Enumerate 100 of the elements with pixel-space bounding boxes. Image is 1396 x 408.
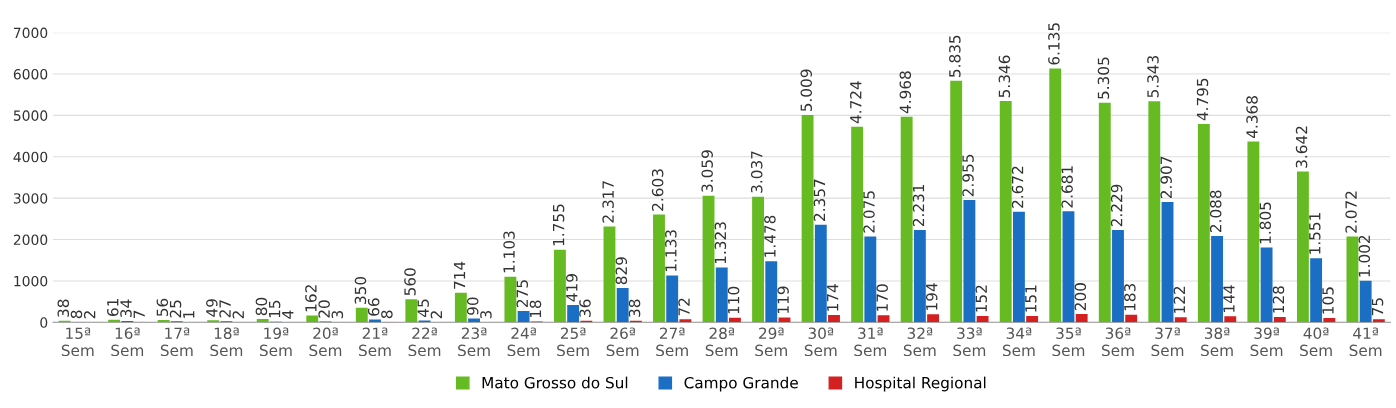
data-label: 3 xyxy=(331,310,344,319)
data-label: 170 xyxy=(876,284,888,311)
bar xyxy=(616,288,629,323)
bar xyxy=(851,126,864,323)
bar xyxy=(877,315,890,323)
bar xyxy=(1098,102,1111,323)
data-label: 61 xyxy=(107,298,119,316)
x-tick-label: 31ª Sem xyxy=(854,327,887,357)
data-label: 2 xyxy=(83,311,96,319)
bar xyxy=(1260,247,1273,323)
x-tick-label: 29ª Sem xyxy=(755,327,787,357)
x-tick-label: 15ª Sem xyxy=(61,327,94,357)
data-label: 1.103 xyxy=(503,231,515,273)
data-label: 3 xyxy=(480,310,492,319)
bar xyxy=(1296,171,1309,323)
bar xyxy=(1148,101,1161,323)
data-label: 36 xyxy=(579,299,591,317)
x-tick-label: 20ª Sem xyxy=(309,327,342,357)
bar xyxy=(1211,235,1223,323)
data-label: 1.805 xyxy=(1259,202,1272,244)
data-label: 1.551 xyxy=(1309,213,1321,254)
bar xyxy=(1075,314,1088,323)
bar xyxy=(927,314,940,323)
x-tick-label: 34ª Sem xyxy=(1002,327,1035,357)
data-label: 2.088 xyxy=(1209,190,1222,233)
data-label: 4 xyxy=(282,310,294,319)
x-tick-label: 39ª Sem xyxy=(1250,327,1283,357)
x-tick-label: 35ª Sem xyxy=(1052,327,1085,357)
data-label: 2.231 xyxy=(912,184,925,227)
bar xyxy=(1049,68,1062,323)
bar xyxy=(405,299,418,323)
x-tick-label: 40ª Sem xyxy=(1300,327,1332,357)
data-label: 8 xyxy=(70,310,83,319)
data-label: 90 xyxy=(466,297,479,315)
bar xyxy=(1161,202,1174,323)
bar xyxy=(603,226,616,323)
bar xyxy=(913,229,926,323)
bar xyxy=(653,214,665,323)
data-label: 5.343 xyxy=(1147,55,1159,98)
y-tick-label: 4000 xyxy=(13,151,48,163)
x-tick-label: 17ª Sem xyxy=(160,327,193,357)
bar xyxy=(1372,319,1385,323)
bar xyxy=(517,310,530,323)
data-label: 1.323 xyxy=(714,222,727,264)
bar xyxy=(1346,236,1359,323)
x-tick-label: 18ª Sem xyxy=(210,327,243,357)
data-label: 560 xyxy=(404,268,416,296)
data-label: 275 xyxy=(516,280,529,308)
data-label: 2 xyxy=(232,311,244,319)
data-label: 1.002 xyxy=(1358,235,1371,277)
bar xyxy=(1062,211,1075,323)
bar xyxy=(1174,317,1187,323)
data-label: 1 xyxy=(183,311,195,318)
data-label: 49 xyxy=(206,299,218,317)
bar xyxy=(1359,280,1372,323)
data-label: 2.907 xyxy=(1160,156,1172,199)
data-label: 1.133 xyxy=(665,230,677,271)
bar xyxy=(1310,258,1323,323)
data-label: 4.795 xyxy=(1196,78,1209,121)
x-tick-label: 37ª Sem xyxy=(1151,327,1184,357)
data-label: 5.009 xyxy=(800,69,813,112)
data-label: 34 xyxy=(120,299,132,317)
data-label: 3.059 xyxy=(701,150,713,192)
data-label: 110 xyxy=(727,286,740,314)
bar xyxy=(963,200,976,323)
data-label: 152 xyxy=(975,285,988,312)
data-label: 194 xyxy=(925,283,938,310)
bar xyxy=(1273,317,1286,323)
x-tick-label: 30ª Sem xyxy=(804,327,837,357)
data-label: 4.724 xyxy=(850,81,862,124)
data-label: 2.955 xyxy=(962,154,974,197)
data-label: 2.317 xyxy=(602,181,614,223)
bar xyxy=(1247,141,1260,323)
data-label: 2.229 xyxy=(1110,184,1123,227)
bar xyxy=(355,307,368,323)
bar xyxy=(1224,316,1237,323)
y-tick-label: 0 xyxy=(40,317,48,328)
data-label: 3.037 xyxy=(750,151,763,193)
bar xyxy=(752,196,764,323)
bar xyxy=(207,320,220,323)
bar xyxy=(765,261,778,323)
data-label: 6.135 xyxy=(1048,23,1060,65)
data-label: 5.305 xyxy=(1097,57,1110,99)
bar xyxy=(702,195,715,323)
data-label: 119 xyxy=(777,286,789,313)
bar xyxy=(1112,230,1124,323)
x-tick-label: 16ª Sem xyxy=(111,327,144,357)
data-label: 5.835 xyxy=(949,35,961,77)
y-tick-label: 5000 xyxy=(13,110,48,121)
x-tick-label: 23ª Sem xyxy=(458,327,490,357)
y-tick-label: 7000 xyxy=(13,27,48,39)
bar xyxy=(801,115,814,323)
data-label: 1.755 xyxy=(553,204,565,246)
y-tick-label: 1000 xyxy=(14,275,48,287)
data-label: 2.681 xyxy=(1061,166,1073,208)
y-tick-label: 3000 xyxy=(13,193,48,204)
data-label: 2.072 xyxy=(1345,191,1357,233)
data-label: 2.075 xyxy=(863,191,875,233)
data-label: 20 xyxy=(318,300,330,318)
data-label: 5.346 xyxy=(998,55,1011,98)
